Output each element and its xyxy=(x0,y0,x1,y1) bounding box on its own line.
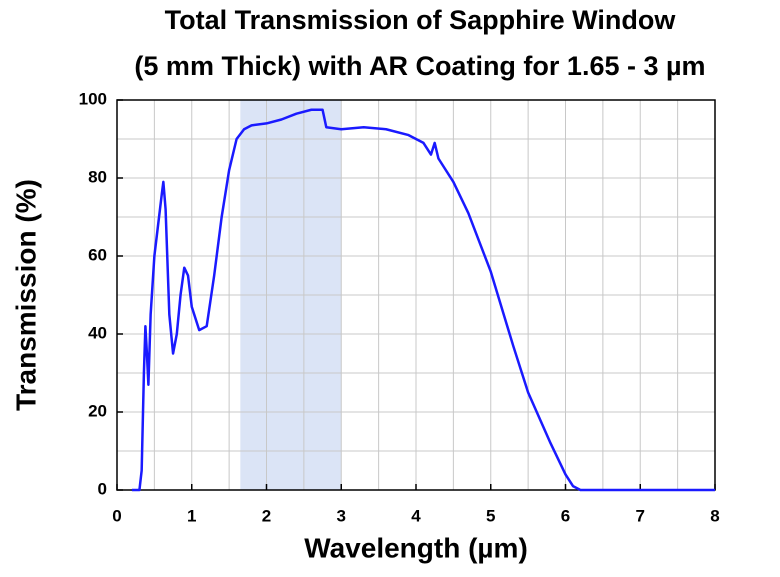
y-tick-label: 60 xyxy=(88,245,107,264)
x-tick-label: 8 xyxy=(710,506,719,525)
x-axis-label: Wavelength (µm) xyxy=(304,532,528,563)
x-tick-label: 5 xyxy=(486,506,495,525)
y-tick-label: 80 xyxy=(88,167,107,186)
y-tick-label: 100 xyxy=(79,89,107,108)
chart-title: Total Transmission of Sapphire Window xyxy=(165,5,677,35)
x-tick-label: 0 xyxy=(112,506,121,525)
chart-title: (5 mm Thick) with AR Coating for 1.65 - … xyxy=(134,51,705,81)
y-tick-label: 20 xyxy=(88,401,107,420)
x-tick-label: 4 xyxy=(411,506,421,525)
y-tick-label: 0 xyxy=(98,479,107,498)
y-tick-label: 40 xyxy=(88,323,107,342)
plot-frame xyxy=(116,99,716,491)
x-tick-label: 1 xyxy=(187,506,196,525)
x-tick-label: 3 xyxy=(337,506,346,525)
x-tick-label: 7 xyxy=(636,506,645,525)
y-axis-label: Transmission (%) xyxy=(10,179,41,411)
x-tick-label: 6 xyxy=(561,506,570,525)
x-tick-label: 2 xyxy=(262,506,271,525)
data-line xyxy=(131,108,715,492)
